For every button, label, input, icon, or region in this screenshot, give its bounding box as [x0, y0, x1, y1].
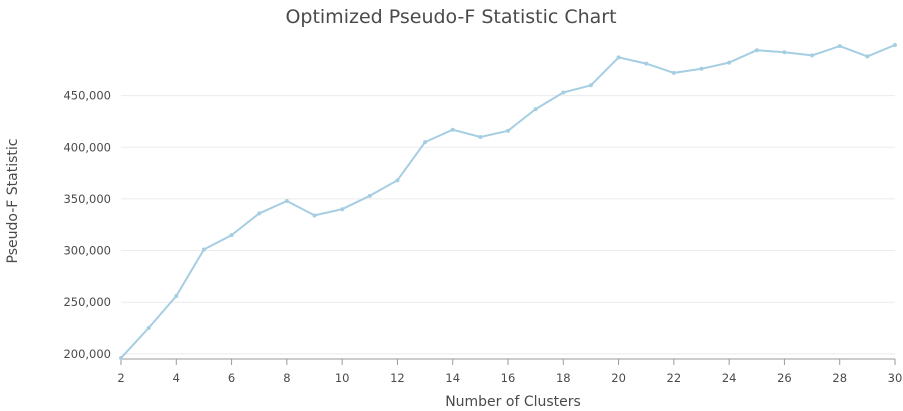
data-point[interactable] — [257, 211, 262, 216]
x-tick-label: 12 — [390, 371, 405, 385]
data-point[interactable] — [727, 60, 732, 65]
y-tick-label: 300,000 — [63, 244, 111, 258]
data-point[interactable] — [506, 128, 510, 133]
data-point[interactable] — [699, 66, 704, 71]
data-point[interactable] — [754, 48, 759, 53]
axes — [120, 358, 896, 365]
x-tick-label: 14 — [445, 371, 460, 385]
x-tick-label: 10 — [335, 371, 350, 385]
y-tick-label: 200,000 — [63, 347, 111, 361]
series-line — [120, 44, 896, 359]
data-point[interactable] — [229, 233, 234, 238]
x-tick-label: 4 — [173, 371, 180, 385]
data-point[interactable] — [588, 83, 593, 88]
x-tick-label: 26 — [777, 371, 792, 385]
data-point[interactable] — [367, 193, 372, 198]
data-point[interactable] — [312, 213, 317, 218]
data-point[interactable] — [893, 43, 897, 48]
x-tick-label: 20 — [611, 371, 626, 385]
data-point[interactable] — [837, 44, 842, 49]
x-tick-labels: 2 4 6 8 10 12 14 16 18 20 22 24 26 28 30 — [117, 371, 902, 385]
x-tick-label: 6 — [228, 371, 235, 385]
data-point[interactable] — [395, 178, 400, 183]
data-point[interactable] — [478, 134, 483, 139]
data-point[interactable] — [340, 207, 345, 212]
x-tick-label: 28 — [832, 371, 847, 385]
series — [119, 43, 897, 360]
chart-title: Optimized Pseudo-F Statistic Chart — [285, 6, 616, 28]
x-tick-label: 18 — [556, 371, 571, 385]
data-point[interactable] — [644, 61, 649, 66]
data-point[interactable] — [119, 355, 123, 360]
data-point[interactable] — [450, 127, 455, 132]
y-tick-label: 350,000 — [63, 192, 111, 206]
x-tick-label: 8 — [283, 371, 290, 385]
data-point[interactable] — [146, 326, 151, 331]
x-tick-label: 24 — [722, 371, 737, 385]
data-point[interactable] — [782, 50, 787, 55]
x-tick-label: 2 — [117, 371, 124, 385]
data-point[interactable] — [174, 294, 179, 298]
y-tick-label: 400,000 — [63, 140, 111, 154]
data-point[interactable] — [561, 90, 566, 95]
y-tick-labels: 200,000 250,000 300,000 350,000 400,000 450,0… — [63, 89, 111, 361]
data-point[interactable] — [865, 54, 870, 59]
data-point[interactable] — [423, 140, 428, 145]
x-axis-title: Number of Clusters — [445, 394, 581, 410]
data-point[interactable] — [616, 55, 621, 60]
grid-lines — [121, 95, 895, 355]
x-tick-label: 22 — [667, 371, 682, 385]
data-point[interactable] — [284, 198, 289, 203]
y-tick-label: 450,000 — [63, 89, 111, 103]
y-axis-title: Pseudo-F Statistic — [5, 139, 21, 264]
x-tick-label: 30 — [888, 371, 903, 385]
x-tick-label: 16 — [501, 371, 516, 385]
data-point[interactable] — [201, 247, 206, 252]
data-point[interactable] — [533, 107, 538, 112]
data-point[interactable] — [810, 53, 815, 58]
y-tick-label: 250,000 — [63, 295, 111, 309]
data-point[interactable] — [671, 70, 676, 75]
